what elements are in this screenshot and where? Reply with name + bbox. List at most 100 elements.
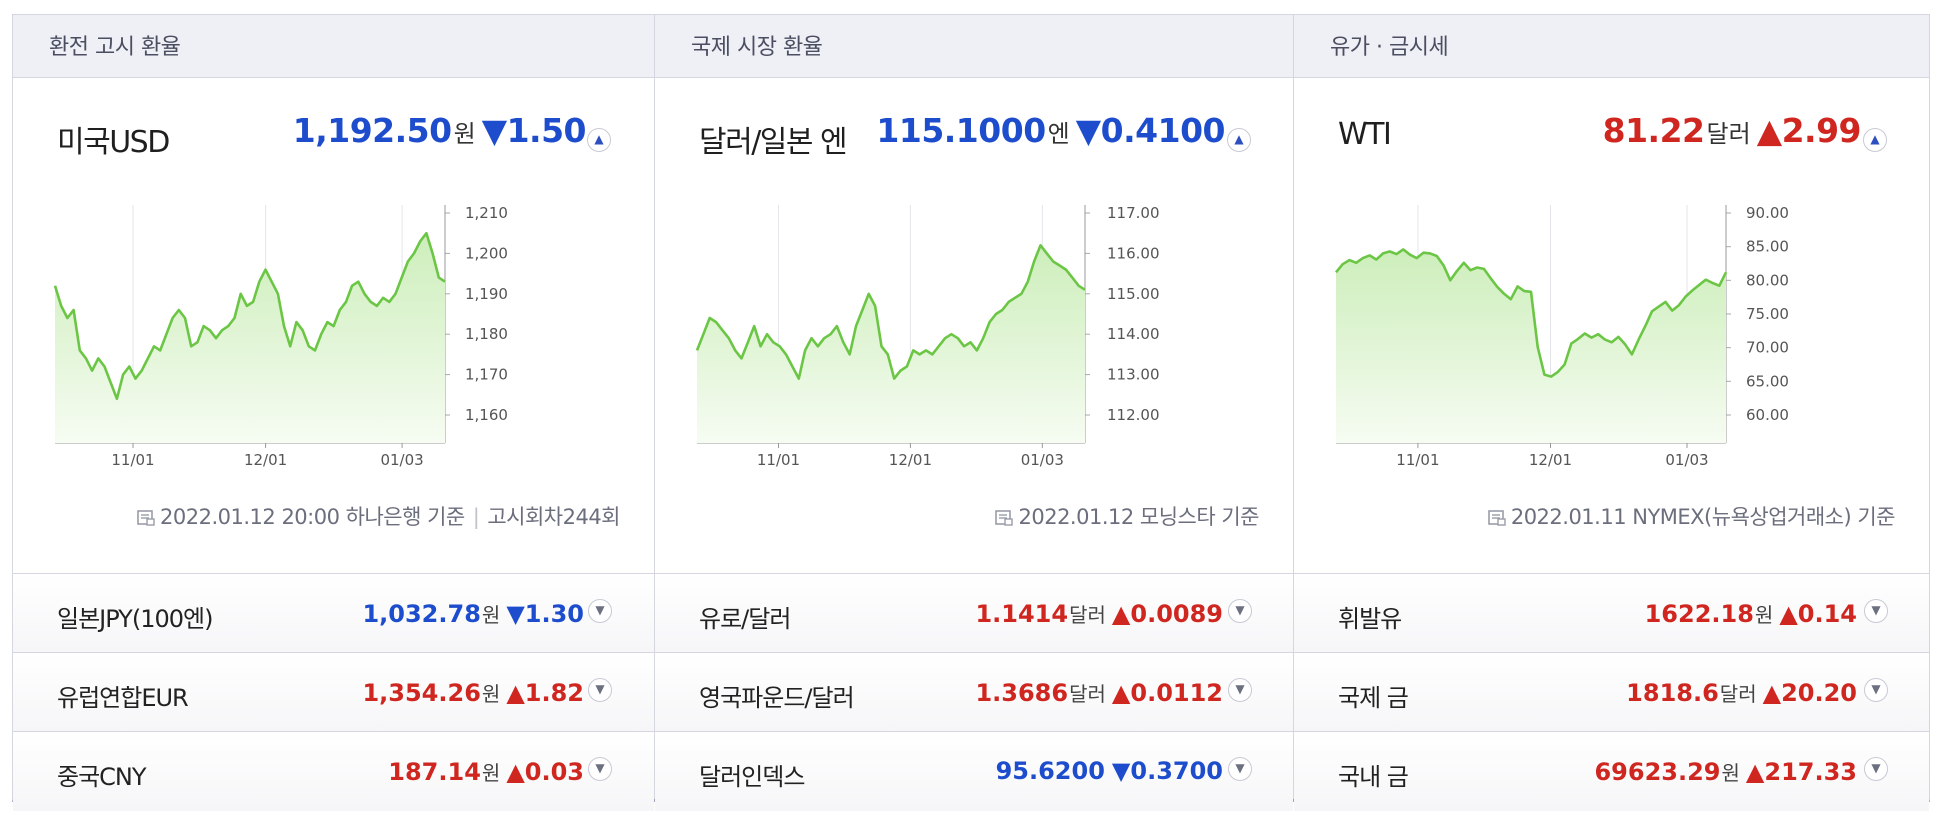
usd-rate-chart: 11/01 12/01 01/03 1,210 1,200 1,190 1,180 1,170… — [53, 204, 508, 469]
item-change: 0.3700 — [1130, 757, 1223, 785]
item-name: 국제 금 — [1338, 684, 1409, 712]
chevron-down-icon[interactable]: ▼ — [1864, 599, 1888, 623]
item-unit: 달러 — [1069, 603, 1106, 627]
y-tick-label: 116.00 — [1107, 244, 1160, 262]
x-tick-label: 11/01 — [1396, 451, 1439, 469]
source-text: 2022.01.12 20:00 하나은행 기준 — [160, 505, 465, 529]
up-arrow-icon: ▲ — [506, 679, 525, 707]
item-name: 휘발유 — [1338, 605, 1402, 633]
down-arrow-icon: ▼ — [481, 111, 507, 150]
item-name: 일본JPY(100엔) — [57, 605, 213, 633]
main-rate: 81.22달러 ▲2.99 — [1602, 111, 1862, 150]
item-unit: 달러 — [1069, 682, 1106, 706]
y-tick-label: 1,160 — [465, 406, 508, 424]
list-item[interactable]: 달러인덱스 95.6200 ▼0.3700 ▼ — [655, 731, 1293, 811]
source-text: 2022.01.12 모닝스타 기준 — [1018, 505, 1259, 529]
list-item[interactable]: 일본JPY(100엔) 1,032.78원 ▼1.30 ▼ — [13, 573, 654, 653]
main-rate-change: 0.4100 — [1100, 111, 1226, 150]
list-item[interactable]: 국내 금 69623.29원 ▲217.33 ▼ — [1294, 731, 1929, 811]
chevron-down-icon[interactable]: ▼ — [588, 757, 612, 781]
item-value: 187.14 — [388, 758, 481, 786]
y-tick-label: 1,180 — [465, 325, 508, 343]
y-tick-label: 80.00 — [1746, 271, 1789, 289]
list-item[interactable]: 유로/달러 1.1414달러 ▲0.0089 ▼ — [655, 573, 1293, 653]
y-tick-label: 85.00 — [1746, 238, 1789, 256]
item-unit: 원 — [481, 682, 501, 706]
item-rate: 1.3686달러 ▲0.0112 — [975, 678, 1223, 707]
item-value: 1622.18 — [1644, 600, 1754, 628]
list-item[interactable]: 유럽연합EUR 1,354.26원 ▲1.82 ▼ — [13, 652, 654, 732]
chevron-up-icon[interactable]: ▲ — [1863, 128, 1887, 152]
main-rate-change: 1.50 — [506, 111, 587, 150]
panel-title[interactable]: 국제 시장 환율 — [691, 35, 823, 60]
chevron-down-icon[interactable]: ▼ — [1864, 678, 1888, 702]
x-tick-label: 12/01 — [244, 451, 287, 469]
item-name: 국내 금 — [1338, 763, 1409, 791]
panel-title[interactable]: 환전 고시 환율 — [49, 35, 181, 60]
list-item[interactable]: 영국파운드/달러 1.3686달러 ▲0.0112 ▼ — [655, 652, 1293, 732]
x-tick-label: 12/01 — [1529, 451, 1572, 469]
source-info: 2022.01.12 모닝스타 기준 — [994, 501, 1259, 531]
x-tick-label: 01/03 — [1665, 451, 1708, 469]
usd-jpy-chart: 11/01 12/01 01/03 117.00 116.00 115.00 114.00 1… — [695, 204, 1160, 469]
wti-chart: 11/01 12/01 01/03 90.00 85.00 80.00 75.00 70.00… — [1334, 204, 1789, 469]
x-tick-label: 11/01 — [111, 451, 154, 469]
item-change: 0.0089 — [1130, 600, 1223, 628]
main-currency-name[interactable]: 미국USD — [57, 125, 170, 160]
main-rate-value: 81.22 — [1602, 111, 1705, 150]
list-item[interactable]: 국제 금 1818.6달러 ▲20.20 ▼ — [1294, 652, 1929, 732]
series-line — [53, 231, 446, 401]
main-commodity-name[interactable]: WTI — [1338, 117, 1392, 152]
item-value: 1.3686 — [975, 679, 1069, 707]
item-unit: 원 — [1721, 761, 1740, 785]
list-item[interactable]: 중국CNY 187.14원 ▲0.03 ▼ — [13, 731, 654, 811]
y-tick-label: 1,170 — [465, 366, 508, 384]
chevron-down-icon[interactable]: ▼ — [1864, 757, 1888, 781]
x-tick-label: 11/01 — [757, 451, 800, 469]
item-rate: 1818.6달러 ▲20.20 — [1626, 678, 1857, 707]
source-info: 2022.01.12 20:00 하나은행 기준 | 고시회차244회 — [136, 501, 620, 531]
item-name: 유로/달러 — [699, 605, 791, 633]
series-line — [1334, 248, 1728, 378]
main-rate-value: 1,192.50 — [292, 111, 452, 150]
up-arrow-icon: ▲ — [1756, 111, 1782, 150]
y-tick-label: 113.00 — [1107, 366, 1160, 384]
source-text: 2022.01.11 NYMEX(뉴욕상업거래소) 기준 — [1510, 505, 1896, 529]
main-rate-value: 115.1000 — [876, 111, 1046, 150]
item-value: 1,354.26 — [362, 679, 481, 707]
chevron-up-icon[interactable]: ▲ — [587, 128, 611, 152]
up-arrow-icon: ▲ — [506, 758, 525, 786]
item-unit: 원 — [481, 761, 501, 785]
panel-oil-gold: 유가 · 금시세 WTI 81.22달러 ▲2.99 ▲ 11/01 12/01 01… — [1293, 15, 1929, 811]
chevron-down-icon[interactable]: ▼ — [588, 599, 612, 623]
x-tick-label: 01/03 — [1021, 451, 1064, 469]
y-tick-label: 1,200 — [465, 244, 508, 262]
item-value: 69623.29 — [1594, 758, 1721, 786]
item-rate: 95.6200 ▼0.3700 — [996, 757, 1223, 785]
item-change: 20.20 — [1781, 679, 1857, 707]
y-tick-label: 65.00 — [1746, 372, 1789, 390]
chevron-up-icon[interactable]: ▲ — [1227, 128, 1251, 152]
list-item[interactable]: 휘발유 1622.18원 ▲0.14 ▼ — [1294, 573, 1929, 653]
item-change: 0.0112 — [1130, 679, 1223, 707]
down-arrow-icon: ▼ — [1075, 111, 1101, 150]
panel-title[interactable]: 유가 · 금시세 — [1330, 35, 1449, 60]
building-icon — [137, 510, 155, 526]
item-unit: 원 — [481, 603, 501, 627]
y-tick-label: 70.00 — [1746, 339, 1789, 357]
item-name: 영국파운드/달러 — [699, 684, 855, 712]
chevron-down-icon[interactable]: ▼ — [1228, 599, 1252, 623]
item-change: 217.33 — [1764, 758, 1857, 786]
chevron-down-icon[interactable]: ▼ — [588, 678, 612, 702]
y-tick-label: 1,190 — [465, 285, 508, 303]
chevron-down-icon[interactable]: ▼ — [1228, 678, 1252, 702]
series-area — [55, 233, 445, 443]
down-arrow-icon: ▼ — [1111, 757, 1131, 785]
item-change: 1.30 — [524, 600, 584, 628]
down-arrow-icon: ▼ — [506, 600, 525, 628]
main-currency-name[interactable]: 달러/일본 엔 — [699, 125, 848, 160]
up-arrow-icon: ▲ — [1111, 679, 1131, 707]
chevron-down-icon[interactable]: ▼ — [1228, 757, 1252, 781]
series-area — [697, 245, 1085, 443]
up-arrow-icon: ▲ — [1111, 600, 1131, 628]
